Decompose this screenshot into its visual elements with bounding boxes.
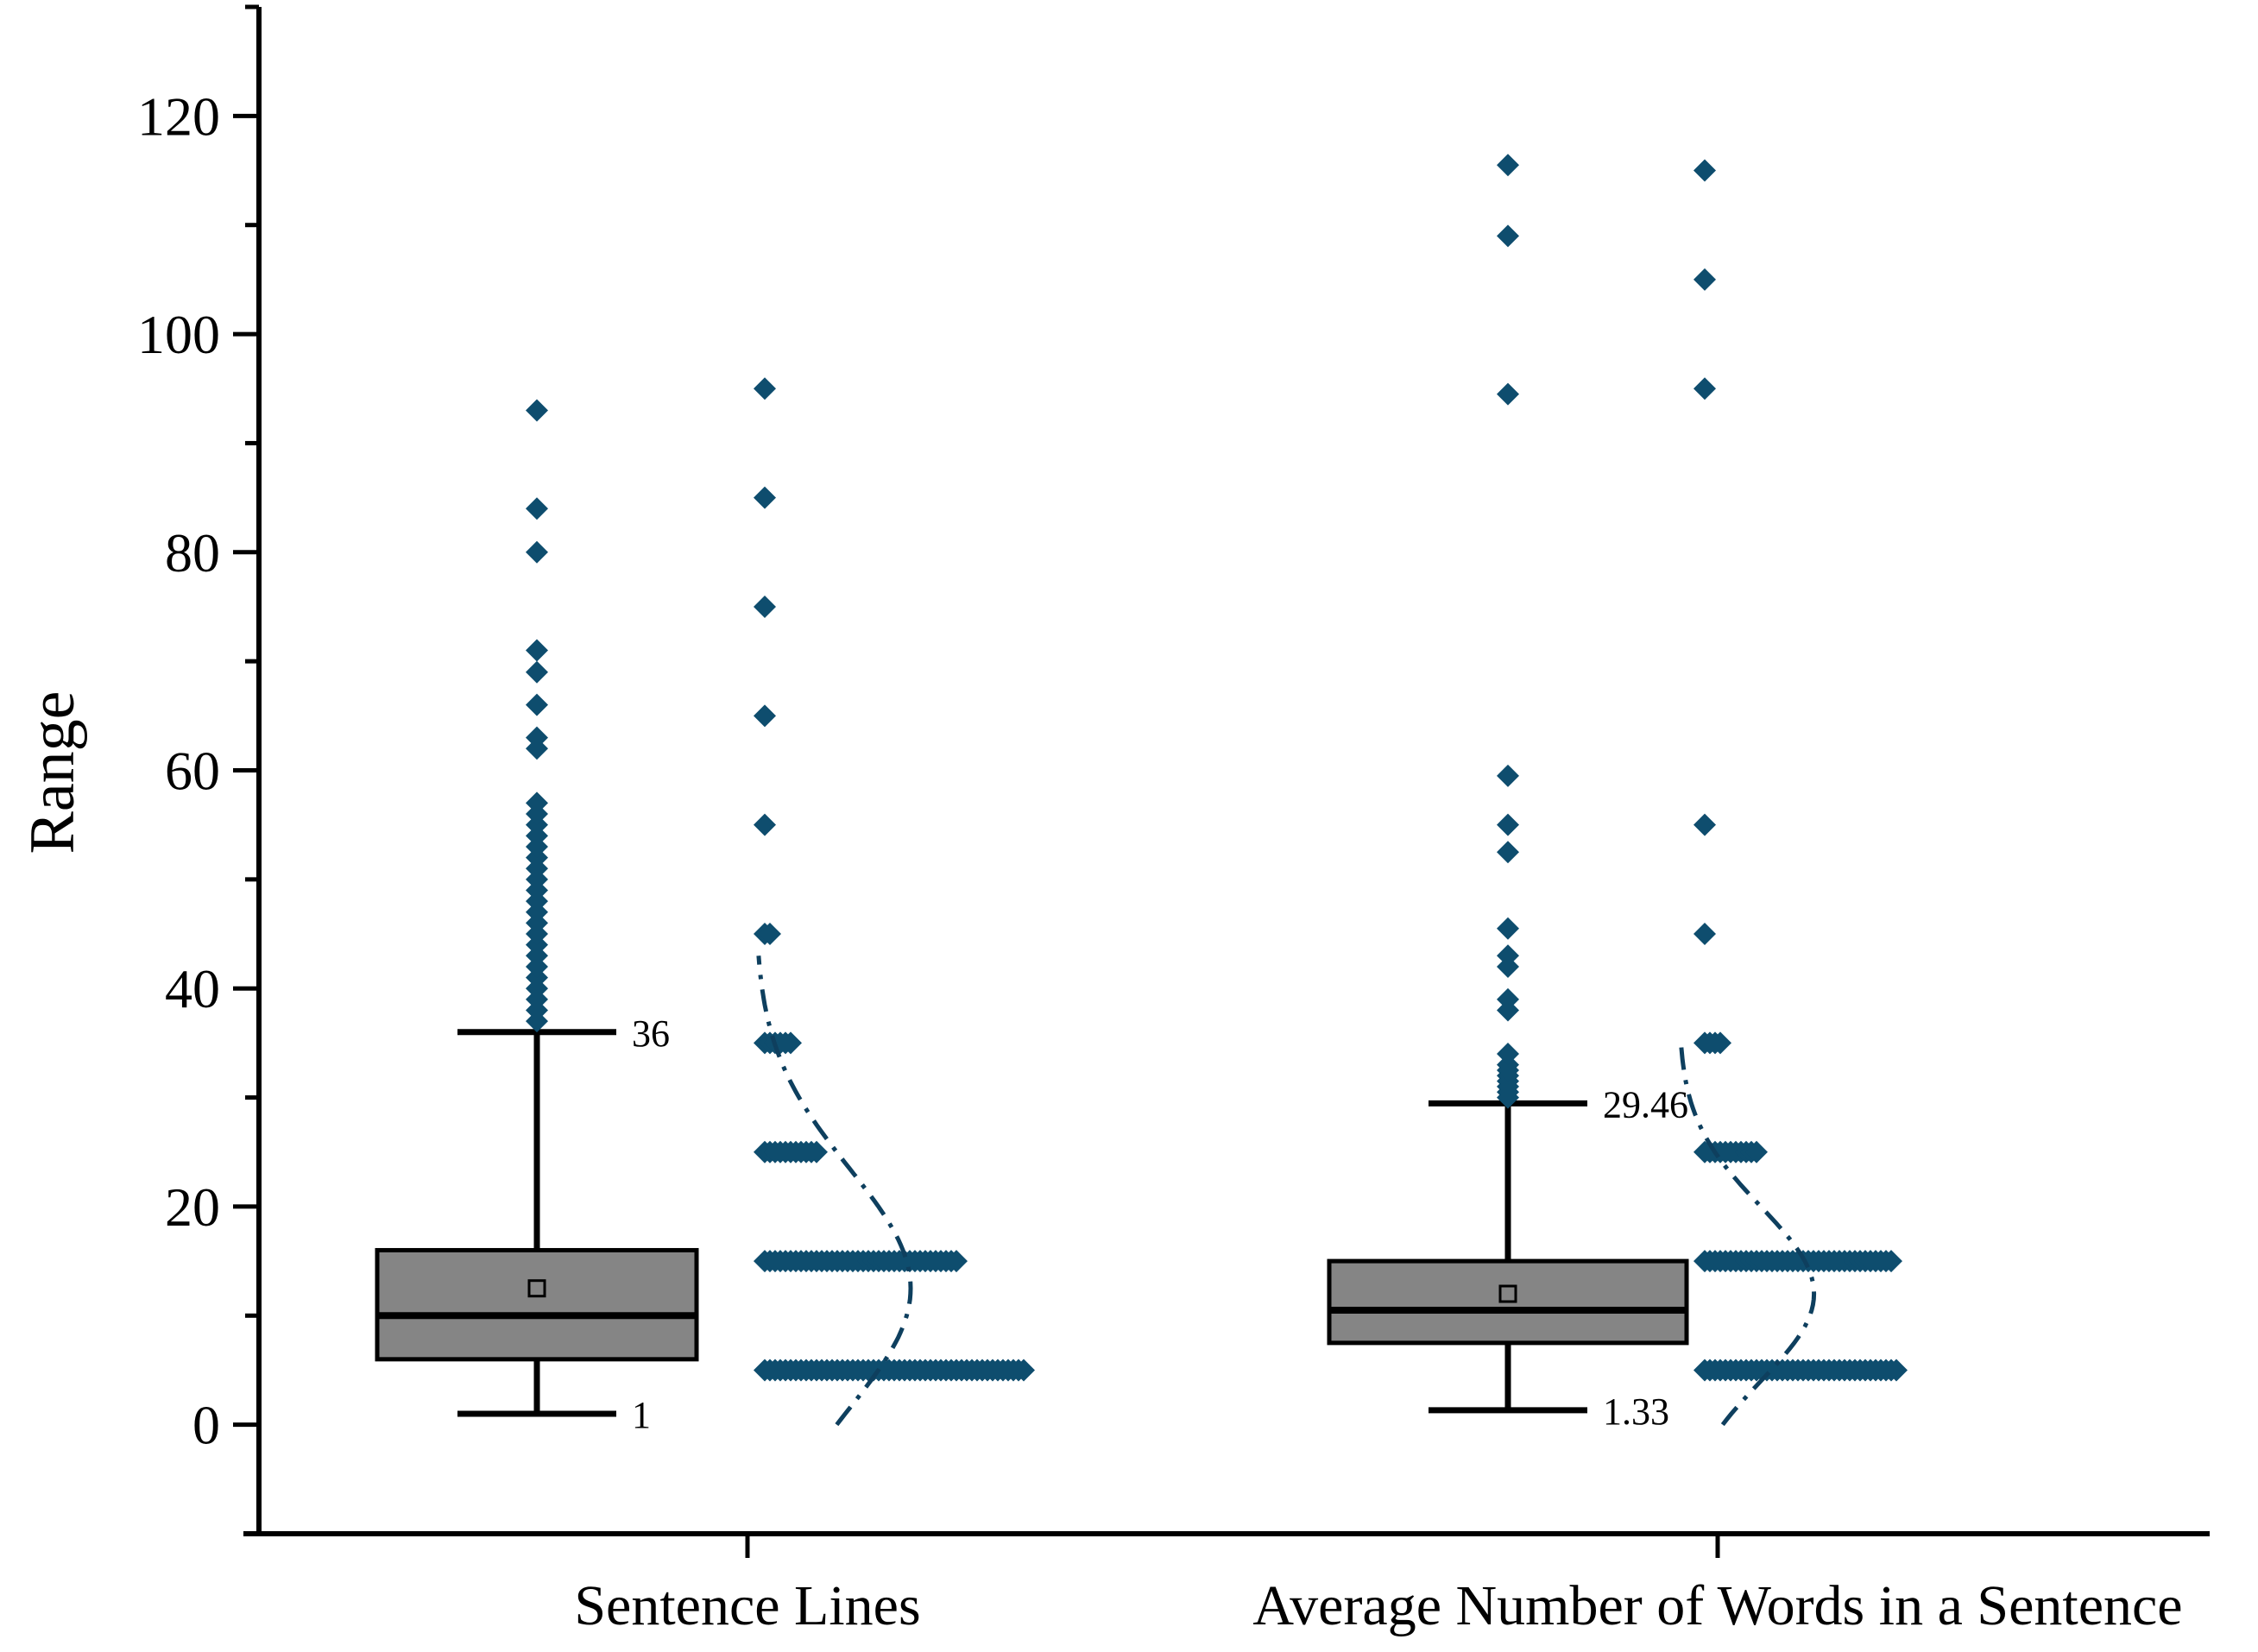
- y-axis-ticks: 0 20 40 60 80 100 120: [137, 4, 259, 1536]
- y-tick-label: 40: [165, 958, 220, 1019]
- distribution-curve: [756, 955, 913, 1427]
- outlier-point: [1497, 841, 1519, 864]
- histogram-point: [1885, 1359, 1908, 1382]
- histogram-point: [754, 813, 776, 836]
- whisker-low-label: 1: [632, 1394, 651, 1436]
- outlier-point: [526, 540, 548, 564]
- outlier-point: [1497, 1043, 1519, 1066]
- outlier-point: [526, 791, 548, 815]
- histogram-point: [754, 377, 776, 400]
- histogram-point: [1709, 1031, 1731, 1055]
- outlier-point: [1497, 382, 1519, 406]
- histogram-point: [759, 923, 781, 946]
- outlier-point: [1497, 917, 1519, 940]
- histogram-point: [1694, 813, 1716, 836]
- outlier-point: [526, 497, 548, 520]
- series-group-1: Sentence Lines 36 1: [375, 377, 1035, 1637]
- category-label: Sentence Lines: [574, 1574, 920, 1637]
- series-group-2: Average Number of Words in a Sentence 29.…: [1252, 154, 2183, 1637]
- histogram-point: [779, 1031, 802, 1055]
- histogram-point: [1012, 1359, 1035, 1382]
- histogram-point: [805, 1140, 828, 1163]
- histogram-point: [754, 486, 776, 509]
- outlier-point: [526, 639, 548, 662]
- whisker-low-label: 1.33: [1603, 1390, 1669, 1433]
- outlier-point: [1497, 944, 1519, 968]
- y-axis-label: Range: [17, 690, 88, 854]
- y-tick-label: 0: [192, 1395, 220, 1456]
- histogram-point: [1880, 1250, 1902, 1273]
- histogram-point: [754, 704, 776, 728]
- outlier-point: [526, 693, 548, 716]
- outlier-point: [526, 399, 548, 422]
- whisker-high-label: 36: [632, 1012, 670, 1055]
- whisker-high-label: 29.46: [1603, 1083, 1688, 1126]
- y-tick-label: 80: [165, 522, 220, 583]
- category-label: Average Number of Words in a Sentence: [1252, 1574, 2182, 1637]
- histogram-point: [1694, 159, 1716, 182]
- histogram-point: [1745, 1140, 1768, 1163]
- y-tick-label: 60: [165, 741, 220, 802]
- outlier-point: [1497, 224, 1519, 248]
- histogram-point: [1694, 923, 1716, 946]
- outlier-point: [1497, 813, 1519, 836]
- y-tick-label: 100: [137, 304, 220, 365]
- outlier-point: [1497, 764, 1519, 787]
- histogram-point: [945, 1250, 968, 1273]
- outlier-point: [1497, 154, 1519, 177]
- histogram-point: [1694, 268, 1716, 291]
- histogram-point: [754, 595, 776, 618]
- plot-groups: Sentence Lines 36 1 Average Number of Words…: [375, 154, 2183, 1637]
- y-tick-label: 20: [165, 1176, 220, 1238]
- mean-marker: [1498, 1284, 1517, 1303]
- mean-marker: [527, 1279, 546, 1298]
- iqr-box: [375, 1247, 699, 1362]
- outlier-point: [526, 726, 548, 749]
- distribution-curve: [1679, 1043, 1817, 1427]
- y-tick-label: 120: [137, 85, 220, 147]
- outlier-point: [526, 660, 548, 684]
- histogram-point: [1694, 377, 1716, 400]
- outlier-point: [1497, 987, 1519, 1011]
